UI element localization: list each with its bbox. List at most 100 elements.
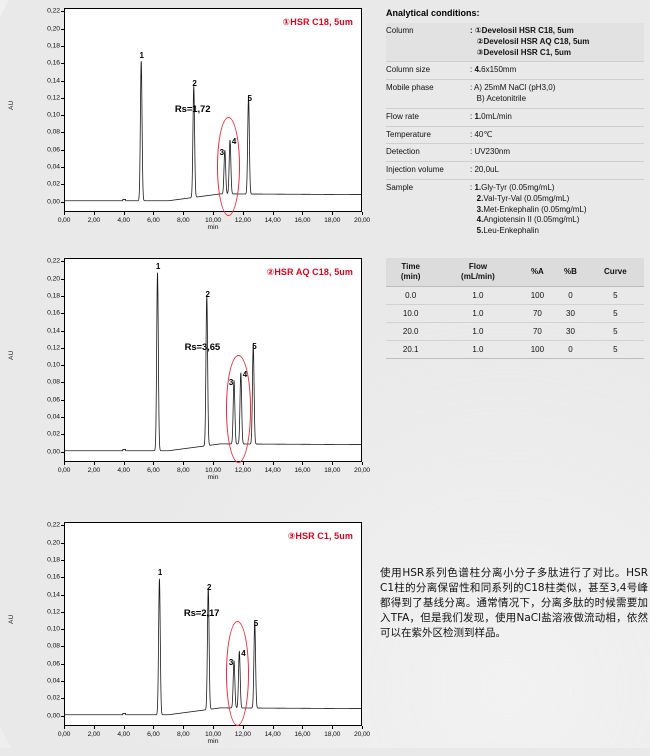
y-tick-label: 0,14	[47, 591, 60, 599]
y-tick-label: 0,18	[47, 42, 60, 50]
conditions-value-line: : ①Develosil HSR C18, 5um	[470, 26, 574, 35]
y-tick-mark	[61, 681, 64, 683]
gradient-row: 20.0 1.0 70 30 5	[386, 322, 644, 342]
x-tick-label: 4,00	[117, 217, 130, 224]
resolution-annotation: Rs=2,17	[183, 607, 220, 619]
y-tick-mark	[61, 115, 64, 117]
conditions-value-line: 4.Angiotensin II (0.05mg/mL)	[476, 215, 580, 225]
y-tick-mark	[61, 330, 64, 332]
gradient-cell: 5	[586, 340, 644, 360]
y-tick-mark	[61, 577, 64, 579]
conditions-key: Detection	[386, 147, 420, 157]
highlight-ellipse	[217, 116, 241, 217]
x-tick-label: 0,00	[57, 731, 71, 738]
conditions-value: : UV230nm	[470, 144, 644, 162]
conditions-row: Column size: 4.6x150mm	[386, 62, 644, 80]
x-tick-mark	[153, 462, 155, 465]
y-axis: 0,22 0,20 0,18 0,16 0,14 0,12 0,10 0,08 0,06 0,04…	[26, 258, 64, 462]
peak-label: 2	[206, 582, 212, 592]
gradient-header-cell: Flow (mL/min)	[435, 257, 521, 288]
resolution-annotation: Rs=1,72	[174, 103, 211, 115]
peak-label: 1	[155, 261, 161, 271]
x-tick-mark	[153, 212, 155, 215]
analytical-conditions-table: Column: ①Develosil HSR C18, 5um ②Develos…	[386, 23, 644, 240]
y-tick-mark	[61, 663, 64, 665]
y-tick-label: 0,10	[47, 111, 60, 119]
y-tick-label: 0,12	[47, 94, 60, 102]
gradient-row: 10.0 1.0 70 30 5	[386, 304, 644, 324]
x-tick-mark	[213, 726, 214, 729]
chromatogram-column: AU 0,22 0,20 0,18 0,16 0,14 0,12 0,10 0,08 0,06 0,…	[0, 7, 372, 745]
y-tick-mark	[61, 278, 64, 280]
chromatogram-trace	[65, 9, 361, 211]
plot-frame: ②HSR AQ C18, 5um 1 2 3 4 5 Rs=3,65	[64, 258, 362, 464]
y-tick-mark	[61, 560, 64, 562]
x-tick-mark	[183, 726, 185, 729]
y-tick-mark	[61, 80, 64, 82]
x-tick-label: 10,00	[204, 217, 222, 224]
x-tick-mark	[242, 212, 244, 215]
y-tick-mark	[61, 698, 64, 700]
y-tick-label: 0,04	[47, 413, 60, 421]
chromatogram-trace	[65, 259, 361, 461]
x-tick-mark	[64, 462, 65, 465]
peak-label: 5	[252, 342, 257, 352]
x-tick-mark	[332, 462, 334, 465]
gradient-cell: 0	[554, 286, 587, 306]
y-tick-label: 0,02	[47, 694, 60, 702]
x-axis: 0,00 2,00 4,00 6,00 8,00 10,00 12,00 14,00 16,00…	[58, 212, 370, 230]
x-tick-label: 20,00	[353, 731, 371, 738]
conditions-row: Flow rate: 1.0mL/min	[386, 108, 644, 127]
conditions-value-line: : 4.6x150mm	[470, 65, 517, 75]
y-tick-label: 0,00	[47, 712, 60, 720]
y-tick-label: 0,22	[47, 7, 60, 15]
x-tick-mark	[93, 212, 95, 215]
x-tick-mark	[332, 212, 334, 215]
peak-label: 5	[253, 619, 259, 629]
x-axis: 0,00 2,00 4,00 6,00 8,00 10,00 12,00 14,00 16,00…	[58, 462, 370, 480]
y-tick-mark	[61, 542, 64, 544]
y-tick-mark	[61, 28, 64, 30]
y-tick-mark	[61, 347, 64, 349]
x-tick-label: 8,00	[176, 731, 190, 738]
x-tick-label: 6,00	[147, 467, 160, 474]
info-column: Analytical conditions: Column: ①Develosi…	[378, 0, 650, 748]
x-tick-label: 20,00	[353, 467, 371, 474]
x-tick-mark	[213, 462, 214, 465]
x-tick-mark	[272, 212, 274, 215]
analytical-conditions-heading: Analytical conditions:	[386, 8, 480, 18]
gradient-cell: 70	[520, 322, 555, 342]
x-tick-mark	[362, 726, 363, 729]
peak-label: 2	[205, 290, 210, 300]
conditions-value-line: : 1.0mL/min	[470, 111, 512, 121]
y-tick-mark	[61, 594, 64, 596]
x-tick-mark	[64, 726, 65, 729]
conditions-value-line: 2.Val-Tyr-Val (0.05mg/mL)	[476, 193, 570, 203]
chromatogram-2: AU 0,22 0,20 0,18 0,16 0,14 0,12 0,10 0,08 0,06 0,…	[0, 252, 372, 492]
y-tick-mark	[61, 451, 64, 453]
x-tick-mark	[242, 726, 244, 729]
x-tick-mark	[123, 726, 125, 729]
gradient-cell: 30	[554, 304, 587, 324]
x-axis-label: min	[207, 224, 219, 231]
y-tick-label: 0,06	[47, 396, 60, 404]
y-tick-label: 0,22	[47, 257, 60, 265]
gradient-cell: 70	[520, 304, 555, 324]
x-tick-label: 4,00	[117, 467, 130, 474]
conditions-key: Mobile phase	[386, 83, 434, 93]
conditions-row: Sample: 1.Gly-Tyr (0.05mg/mL) 2.Val-Tyr-…	[386, 179, 644, 239]
x-tick-label: 10,00	[204, 467, 222, 474]
gradient-header-cell: %A	[520, 257, 555, 288]
conditions-value: : 4.6x150mm	[470, 62, 644, 80]
y-tick-mark	[61, 201, 64, 203]
x-tick-label: 2,00	[87, 217, 101, 224]
y-tick-label: 0,16	[47, 573, 60, 581]
y-tick-label: 0,08	[47, 642, 60, 650]
x-tick-label: 10,00	[204, 731, 222, 738]
x-tick-label: 8,00	[176, 217, 190, 224]
y-tick-mark	[61, 525, 64, 527]
conditions-value-line: : UV230nm	[470, 147, 511, 157]
y-tick-label: 0,12	[47, 344, 60, 352]
y-tick-label: 0,04	[47, 163, 60, 171]
